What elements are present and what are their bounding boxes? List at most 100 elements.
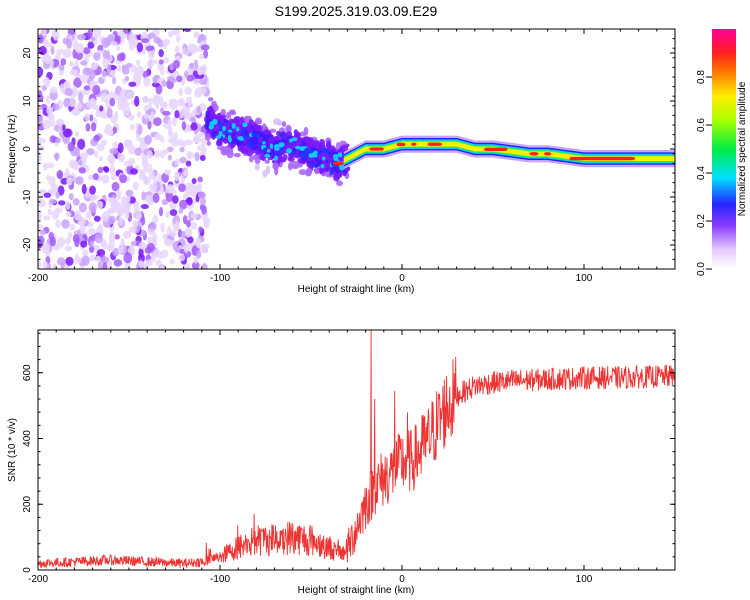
spectrogram-blob <box>38 145 46 151</box>
spectrogram-blob <box>268 136 275 145</box>
spectrogram-peak <box>332 161 344 166</box>
spectrogram-blob <box>38 261 42 269</box>
spectrogram-blob <box>167 31 174 38</box>
spectrogram-blob <box>103 166 110 173</box>
spectrogram-blob <box>62 128 72 138</box>
spectrogram-blob <box>206 140 212 146</box>
spectrogram-blob <box>111 201 118 208</box>
spectrogram-hotspot <box>222 125 226 132</box>
spectrogram-blob <box>59 83 65 93</box>
spectrogram-blob <box>172 59 181 69</box>
spectrogram-blob <box>150 111 155 118</box>
snr-marks <box>38 330 675 569</box>
spectrogram-blob <box>52 29 60 41</box>
spectrogram-blob <box>170 229 177 238</box>
spectrogram-hotspot <box>254 133 261 139</box>
spectrogram-hotspot <box>280 142 285 147</box>
spectrogram-blob <box>259 154 265 160</box>
spectrogram-blob <box>69 96 75 108</box>
spectrogram-peak <box>569 156 635 161</box>
spectrogram-blob <box>44 42 53 48</box>
spectrogram-blob <box>93 215 101 222</box>
spectrogram-blob <box>204 133 211 142</box>
spectrogram-blob <box>58 70 64 77</box>
spectrogram-blob <box>124 75 130 82</box>
spectrogram-blob <box>197 87 207 95</box>
spectrogram-y-label: Frequency (Hz) <box>7 115 18 184</box>
spectrogram-blob <box>79 152 89 159</box>
spectrogram-blob <box>179 156 187 164</box>
spectrogram-blob <box>171 195 179 204</box>
spectrogram-blob <box>186 96 192 104</box>
spectrogram-hotspot <box>264 153 271 158</box>
spectrogram-blob <box>74 146 80 158</box>
spectrogram-blob <box>96 200 104 209</box>
spectrogram-blob <box>167 154 172 161</box>
spectrogram-blob <box>58 63 65 72</box>
spectrogram-blob <box>159 66 165 76</box>
spectrogram-blob <box>85 122 91 132</box>
spectrogram-blob <box>167 131 174 138</box>
spectrogram-blob <box>91 63 98 70</box>
spectrogram-blob <box>162 110 171 116</box>
spectrogram-blob <box>155 103 160 109</box>
figure-title: S199.2025.319.03.09.E29 <box>275 3 438 19</box>
spectrogram-blob <box>84 112 90 122</box>
spectrogram-blob <box>273 118 282 126</box>
spectrogram-blob <box>78 202 87 213</box>
spectrogram-blob <box>55 219 61 229</box>
spectrogram-blob <box>158 49 164 58</box>
spectrogram-hotspot <box>320 163 325 169</box>
spectrogram-hotspot <box>307 149 314 154</box>
spectrogram-blob <box>159 150 166 159</box>
spectrogram-blob <box>137 253 145 263</box>
spectrogram-blob <box>107 197 116 203</box>
spectrogram-blob <box>58 200 66 206</box>
spectrogram-blob <box>38 114 44 124</box>
spectrogram-blob <box>122 29 132 34</box>
spectrogram-blob <box>148 170 155 180</box>
spectrogram-blob <box>154 149 160 159</box>
spectrogram-blob <box>136 111 142 118</box>
spectrogram-blob <box>83 85 91 91</box>
spectrogram-blob <box>199 154 206 162</box>
spectrogram-blob <box>133 200 140 211</box>
spectrogram-blob <box>183 263 191 269</box>
spectrogram-blob <box>129 196 136 204</box>
spectrogram-blob <box>54 152 59 162</box>
spectrogram-blob <box>285 124 292 133</box>
spectrogram-blob <box>335 141 340 151</box>
spectrogram-blob <box>141 48 146 55</box>
spectrogram-blob <box>188 63 195 69</box>
spectrogram-blob <box>194 151 200 162</box>
spectrogram-blob <box>108 239 115 250</box>
spectrogram-blob <box>197 191 206 199</box>
spectrogram-blob <box>68 192 74 201</box>
spectrogram-blob <box>122 104 131 116</box>
y-tick-label: -20 <box>22 237 33 252</box>
spectrogram-blob <box>65 201 71 211</box>
spectrogram-blob <box>57 123 63 133</box>
spectrogram-hotspot <box>320 148 326 153</box>
spectrogram-blob <box>126 139 133 148</box>
spectrogram-blob <box>115 94 121 101</box>
spectrogram-blob <box>85 211 92 219</box>
spectrogram-blob <box>38 93 44 102</box>
y-tick-label: 10 <box>22 95 33 107</box>
spectrogram-blob <box>116 53 125 62</box>
spectrogram-blob <box>261 123 267 132</box>
spectrogram-peak <box>411 142 417 146</box>
spectrogram-blob <box>56 48 65 55</box>
x-tick-label: -200 <box>28 273 48 284</box>
spectrogram-blob <box>253 124 260 131</box>
spectrogram-blob <box>94 233 103 244</box>
spectrogram-blob <box>92 84 101 96</box>
spectrogram-blob <box>149 221 157 230</box>
spectrogram-blob <box>52 263 58 269</box>
spectrogram-blob <box>49 86 58 94</box>
colorbar-tick-label: 0.6 <box>696 118 707 132</box>
spectrogram-blob <box>87 41 95 49</box>
spectrogram-blob <box>89 185 96 195</box>
y-tick-label: 200 <box>22 495 33 512</box>
